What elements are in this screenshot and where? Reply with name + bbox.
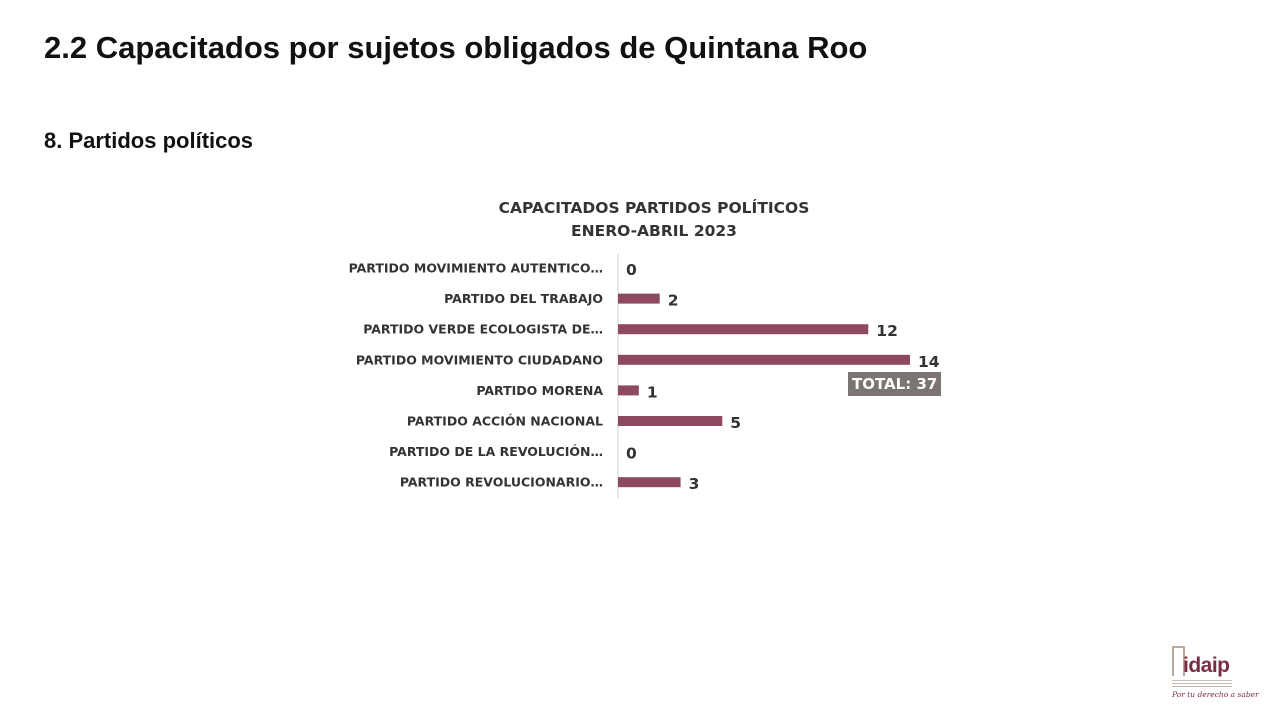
data-label: 0	[626, 261, 637, 279]
bar	[618, 354, 910, 365]
category-label: PARTIDO MORENA	[476, 383, 603, 398]
data-label: 0	[626, 445, 637, 463]
data-label: 1	[647, 383, 658, 401]
category-label: PARTIDO REVOLUCIONARIO…	[400, 475, 603, 490]
chart-title: CAPACITADOS PARTIDOS POLÍTICOS	[498, 199, 810, 217]
chart-plot-area: PARTIDO MOVIMIENTO AUTENTICO… 0 PARTIDO DE…	[349, 254, 940, 499]
logo-slogan: Por tu derecho a saber	[1172, 690, 1259, 699]
total-annotation: TOTAL: 37	[848, 372, 942, 396]
bar	[618, 385, 639, 396]
category-label: PARTIDO ACCIÓN NACIONAL	[407, 414, 603, 429]
logo-frame-icon	[1172, 646, 1185, 676]
idaip-logo: idaip Por tu derecho a saber	[1170, 644, 1259, 704]
category-label: PARTIDO VERDE ECOLOGISTA DE…	[363, 322, 603, 337]
data-label: 5	[730, 414, 741, 432]
data-label: 2	[668, 292, 679, 310]
bar-chart: CAPACITADOS PARTIDOS POLÍTICOS ENERO-ABR…	[300, 195, 980, 515]
section-title: 8. Partidos políticos	[44, 128, 254, 153]
logo-fineprint-lines	[1172, 680, 1232, 690]
bar	[618, 293, 660, 304]
category-label: PARTIDO MOVIMIENTO CIUDADANO	[356, 352, 603, 367]
logo-text: idaip	[1183, 654, 1230, 677]
category-label: PARTIDO DEL TRABAJO	[444, 291, 603, 306]
chart-subtitle: ENERO-ABRIL 2023	[571, 222, 737, 240]
data-label: 12	[876, 322, 898, 340]
data-label: 14	[918, 353, 940, 371]
bar	[618, 324, 869, 335]
bar	[618, 416, 723, 426]
category-label: PARTIDO MOVIMIENTO AUTENTICO…	[349, 261, 603, 276]
category-label: PARTIDO DE LA REVOLUCIÓN…	[389, 444, 603, 459]
data-label: 3	[689, 475, 700, 493]
page-title: 2.2 Capacitados por sujetos obligados de…	[44, 30, 868, 65]
bar	[618, 477, 681, 488]
